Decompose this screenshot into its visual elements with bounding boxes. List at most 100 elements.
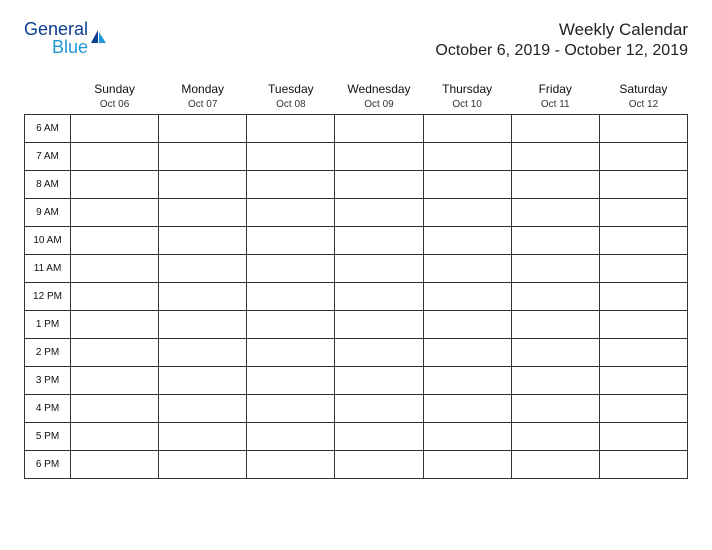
calendar-cell[interactable]: [247, 339, 335, 367]
calendar-cell[interactable]: [423, 143, 511, 171]
calendar-cell[interactable]: [599, 283, 687, 311]
calendar-cell[interactable]: [599, 367, 687, 395]
calendar-cell[interactable]: [423, 171, 511, 199]
calendar-cell[interactable]: [599, 199, 687, 227]
calendar-cell[interactable]: [335, 255, 423, 283]
calendar-cell[interactable]: [247, 311, 335, 339]
calendar-cell[interactable]: [511, 451, 599, 479]
calendar-cell[interactable]: [423, 255, 511, 283]
calendar-cell[interactable]: [599, 143, 687, 171]
calendar-cell[interactable]: [159, 311, 247, 339]
calendar-cell[interactable]: [335, 283, 423, 311]
calendar-cell[interactable]: [71, 367, 159, 395]
calendar-cell[interactable]: [247, 255, 335, 283]
calendar-cell[interactable]: [247, 367, 335, 395]
hour-row: 10 AM: [25, 227, 688, 255]
calendar-cell[interactable]: [247, 199, 335, 227]
calendar-cell[interactable]: [599, 451, 687, 479]
calendar-cell[interactable]: [423, 395, 511, 423]
calendar-cell[interactable]: [511, 255, 599, 283]
calendar-cell[interactable]: [159, 423, 247, 451]
calendar-cell[interactable]: [511, 199, 599, 227]
date-range: October 6, 2019 - October 12, 2019: [435, 42, 688, 60]
calendar-cell[interactable]: [335, 199, 423, 227]
calendar-cell[interactable]: [423, 339, 511, 367]
calendar-cell[interactable]: [71, 255, 159, 283]
calendar-cell[interactable]: [599, 227, 687, 255]
calendar-cell[interactable]: [335, 367, 423, 395]
logo-general-text: General: [24, 19, 88, 39]
calendar-cell[interactable]: [335, 143, 423, 171]
calendar-cell[interactable]: [511, 115, 599, 143]
calendar-cell[interactable]: [423, 311, 511, 339]
calendar-cell[interactable]: [335, 395, 423, 423]
calendar-cell[interactable]: [511, 227, 599, 255]
calendar-cell[interactable]: [159, 171, 247, 199]
calendar-cell[interactable]: [247, 115, 335, 143]
calendar-cell[interactable]: [423, 199, 511, 227]
calendar-cell[interactable]: [599, 339, 687, 367]
calendar-cell[interactable]: [71, 199, 159, 227]
calendar-cell[interactable]: [71, 451, 159, 479]
calendar-cell[interactable]: [247, 395, 335, 423]
calendar-cell[interactable]: [511, 171, 599, 199]
calendar-cell[interactable]: [423, 227, 511, 255]
calendar-cell[interactable]: [247, 451, 335, 479]
hour-row: 9 AM: [25, 199, 688, 227]
calendar-cell[interactable]: [247, 423, 335, 451]
calendar-cell[interactable]: [335, 115, 423, 143]
calendar-cell[interactable]: [71, 339, 159, 367]
calendar-cell[interactable]: [159, 367, 247, 395]
calendar-cell[interactable]: [511, 283, 599, 311]
calendar-cell[interactable]: [159, 227, 247, 255]
time-label: 8 AM: [25, 171, 71, 199]
calendar-cell[interactable]: [71, 171, 159, 199]
calendar-cell[interactable]: [71, 395, 159, 423]
calendar-cell[interactable]: [159, 339, 247, 367]
calendar-cell[interactable]: [423, 423, 511, 451]
calendar-cell[interactable]: [159, 115, 247, 143]
calendar-cell[interactable]: [599, 171, 687, 199]
day-date: Oct 08: [249, 99, 333, 110]
calendar-cell[interactable]: [159, 451, 247, 479]
hour-row: 8 AM: [25, 171, 688, 199]
calendar-cell[interactable]: [511, 339, 599, 367]
calendar-cell[interactable]: [71, 143, 159, 171]
calendar-cell[interactable]: [159, 143, 247, 171]
calendar-cell[interactable]: [247, 171, 335, 199]
calendar-cell[interactable]: [247, 227, 335, 255]
calendar-cell[interactable]: [511, 143, 599, 171]
calendar-cell[interactable]: [423, 451, 511, 479]
calendar-cell[interactable]: [71, 283, 159, 311]
calendar-cell[interactable]: [335, 423, 423, 451]
time-label: 6 PM: [25, 451, 71, 479]
calendar-cell[interactable]: [247, 143, 335, 171]
calendar-cell[interactable]: [335, 451, 423, 479]
calendar-cell[interactable]: [335, 311, 423, 339]
calendar-cell[interactable]: [599, 255, 687, 283]
calendar-cell[interactable]: [335, 227, 423, 255]
calendar-cell[interactable]: [511, 395, 599, 423]
calendar-cell[interactable]: [159, 395, 247, 423]
calendar-cell[interactable]: [599, 115, 687, 143]
calendar-cell[interactable]: [423, 367, 511, 395]
calendar-cell[interactable]: [71, 115, 159, 143]
calendar-cell[interactable]: [599, 423, 687, 451]
calendar-cell[interactable]: [335, 339, 423, 367]
calendar-cell[interactable]: [247, 283, 335, 311]
calendar-cell[interactable]: [71, 227, 159, 255]
calendar-cell[interactable]: [511, 367, 599, 395]
calendar-cell[interactable]: [159, 199, 247, 227]
calendar-cell[interactable]: [599, 311, 687, 339]
page-title: Weekly Calendar: [435, 20, 688, 40]
calendar-cell[interactable]: [71, 423, 159, 451]
calendar-cell[interactable]: [423, 115, 511, 143]
calendar-cell[interactable]: [511, 423, 599, 451]
calendar-cell[interactable]: [71, 311, 159, 339]
calendar-cell[interactable]: [159, 283, 247, 311]
calendar-cell[interactable]: [335, 171, 423, 199]
calendar-cell[interactable]: [599, 395, 687, 423]
calendar-cell[interactable]: [159, 255, 247, 283]
calendar-cell[interactable]: [423, 283, 511, 311]
calendar-cell[interactable]: [511, 311, 599, 339]
